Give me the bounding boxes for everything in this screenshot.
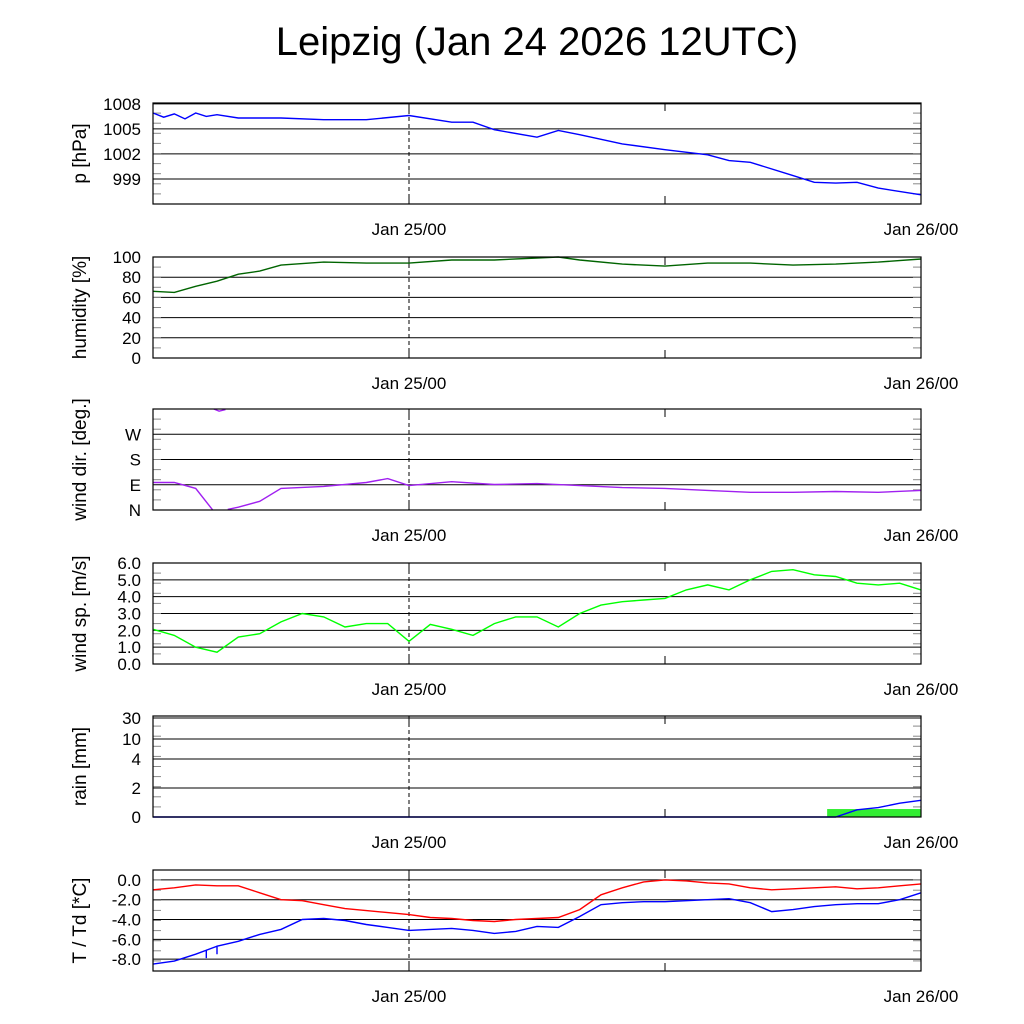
y-tick-label: 40 xyxy=(122,309,141,328)
y-tick-label: 30 xyxy=(122,709,141,728)
y-axis-label: wind sp. [m/s] xyxy=(70,555,91,672)
x-tick-label: Jan 26/00 xyxy=(884,220,959,239)
x-tick-label: Jan 25/00 xyxy=(372,987,447,1006)
plot-frame xyxy=(152,562,922,665)
y-axis-label: humidity [%] xyxy=(70,256,91,359)
x-tick-label: Jan 26/00 xyxy=(884,833,959,852)
x-tick-label: Jan 25/00 xyxy=(372,374,447,393)
temperature-line xyxy=(152,879,922,923)
chart-title: Leipzig (Jan 24 2026 12UTC) xyxy=(275,20,799,64)
accumulated-rain-line xyxy=(153,799,922,818)
panel-5: 0.0-2.0-4.0-6.0-8.0 T / Td [*C] Jan 25/00 J… xyxy=(70,869,959,1006)
plot-frame xyxy=(152,102,922,205)
y-tick-label: 2 xyxy=(132,779,141,798)
y-tick-label: 20 xyxy=(122,329,141,348)
x-tick-label: Jan 25/00 xyxy=(372,526,447,545)
y-tick-label: -8.0 xyxy=(112,950,141,969)
y-tick-label: 60 xyxy=(122,288,141,307)
panel-0: 1008 1005 1002 999 p [hPa] Jan 25/00 Jan 26/00 xyxy=(70,95,958,239)
plot-frame xyxy=(152,408,922,511)
y-tick-label: 4 xyxy=(132,750,141,769)
y-tick-label: 0 xyxy=(132,808,141,827)
rain-bar xyxy=(827,809,921,817)
y-tick-label: 2.0 xyxy=(117,621,141,640)
x-tick-label: Jan 25/00 xyxy=(372,833,447,852)
y-tick-label: 6.0 xyxy=(117,554,141,573)
y-tick-label: -6.0 xyxy=(112,930,141,949)
pressure-line xyxy=(152,112,922,196)
y-tick-label: 3.0 xyxy=(117,605,141,624)
y-axis-label: p [hPa] xyxy=(70,123,91,183)
plot-frame xyxy=(152,715,922,818)
y-tick-label: 0.0 xyxy=(117,655,141,674)
x-tick-label: Jan 26/00 xyxy=(884,526,959,545)
wind-speed-line xyxy=(152,568,922,653)
y-tick-label: E xyxy=(130,476,141,495)
y-tick-label: 999 xyxy=(113,170,141,189)
dewpoint-line xyxy=(152,892,922,965)
humidity-line xyxy=(152,256,922,294)
x-tick-label: Jan 25/00 xyxy=(372,220,447,239)
y-axis-label: T / Td [*C] xyxy=(70,878,91,964)
y-axis-label: rain [mm] xyxy=(70,727,91,806)
y-tick-label: 1002 xyxy=(103,145,141,164)
plot-frame xyxy=(152,256,922,359)
x-tick-label: Jan 26/00 xyxy=(884,987,959,1006)
x-tick-label: Jan 26/00 xyxy=(884,374,959,393)
y-tick-label: N xyxy=(129,501,141,520)
y-tick-label: S xyxy=(130,451,141,470)
panel-3: 6.05.04.03.02.01.00.0 wind sp. [m/s] Jan 2… xyxy=(70,554,958,699)
panel-4: 30 104 2 0 rain [mm] Jan 25/00 Jan 26/00 xyxy=(70,709,958,852)
y-tick-label: 0.0 xyxy=(117,871,141,890)
y-tick-label: 0 xyxy=(132,349,141,368)
y-axis-label: wind dir. [deg.] xyxy=(70,398,91,522)
y-tick-label: 100 xyxy=(113,248,141,267)
y-tick-label: 1.0 xyxy=(117,638,141,657)
wind-direction-line xyxy=(153,408,922,511)
y-tick-label: -4.0 xyxy=(112,911,141,930)
y-tick-label: -2.0 xyxy=(112,891,141,910)
y-tick-label: 10 xyxy=(122,730,141,749)
y-tick-label: 1005 xyxy=(103,120,141,139)
x-tick-label: Jan 25/00 xyxy=(372,680,447,699)
x-tick-label: Jan 26/00 xyxy=(884,680,959,699)
y-tick-label: W xyxy=(125,425,141,444)
plot-frame xyxy=(152,869,922,972)
y-tick-label: 1008 xyxy=(103,95,141,114)
y-tick-label: 5.0 xyxy=(117,571,141,590)
y-tick-label: 80 xyxy=(122,268,141,287)
y-tick-label: 4.0 xyxy=(117,588,141,607)
